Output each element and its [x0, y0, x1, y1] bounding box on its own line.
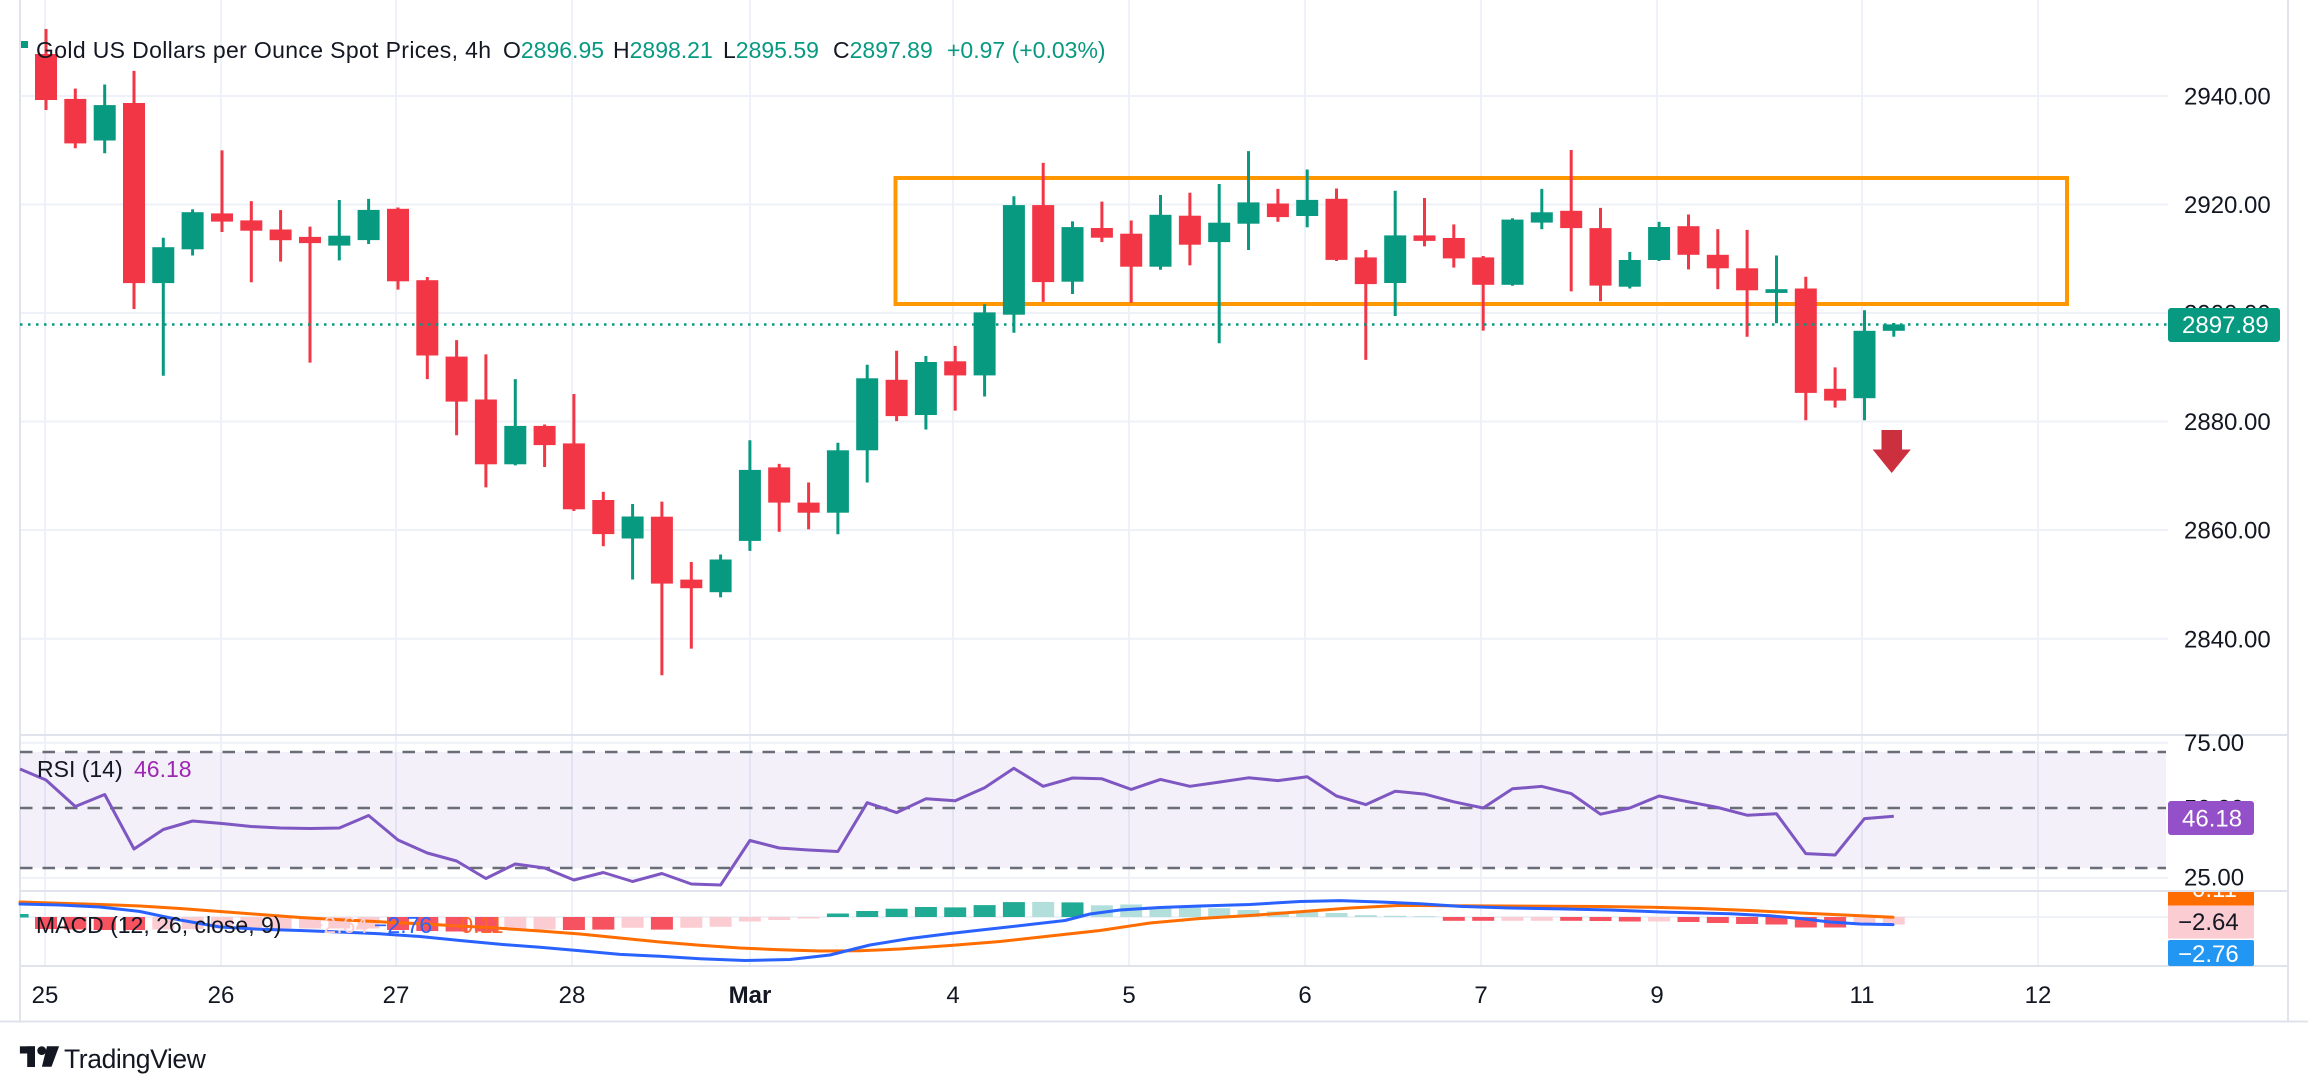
svg-text:26: 26 — [208, 982, 235, 1009]
svg-text:2840.00: 2840.00 — [2184, 626, 2271, 653]
svg-text:MACD (12, 26, close, 9)−2.64−2: MACD (12, 26, close, 9) −2.64 −2.76 −0.11 — [36, 912, 504, 938]
svg-text:Gold US Dollars per Ounce Spot: Gold US Dollars per Ounce Spot Prices, 4… — [36, 37, 491, 63]
svg-text:46.18: 46.18 — [2182, 806, 2242, 833]
svg-text:6: 6 — [1298, 982, 1311, 1009]
svg-text:75.00: 75.00 — [2184, 730, 2244, 757]
svg-text:2940.00: 2940.00 — [2184, 84, 2271, 111]
svg-text:−2.64: −2.64 — [2178, 909, 2239, 936]
svg-text:2897.89: 2897.89 — [2182, 312, 2269, 339]
svg-text:2860.00: 2860.00 — [2184, 518, 2271, 545]
svg-text:27: 27 — [383, 982, 410, 1009]
svg-text:5: 5 — [1122, 982, 1135, 1009]
svg-text:11: 11 — [1850, 982, 1875, 1009]
svg-text:2920.00: 2920.00 — [2184, 192, 2271, 219]
svg-text:28: 28 — [559, 982, 586, 1009]
svg-text:TradingView: TradingView — [64, 1044, 207, 1074]
svg-text:25.00: 25.00 — [2184, 865, 2244, 892]
svg-text:7: 7 — [1474, 982, 1487, 1009]
svg-text:2880.00: 2880.00 — [2184, 409, 2271, 436]
svg-text:Mar: Mar — [729, 982, 772, 1009]
svg-text:12: 12 — [2025, 982, 2052, 1009]
svg-text:RSI (14)46.18: RSI (14) 46.18 — [37, 756, 192, 782]
svg-text:9: 9 — [1650, 982, 1663, 1009]
svg-text:25: 25 — [32, 982, 59, 1009]
svg-text:−2.76: −2.76 — [2178, 941, 2239, 968]
svg-text:4: 4 — [946, 982, 959, 1009]
svg-text:−0.11: −0.11 — [2178, 876, 2237, 903]
